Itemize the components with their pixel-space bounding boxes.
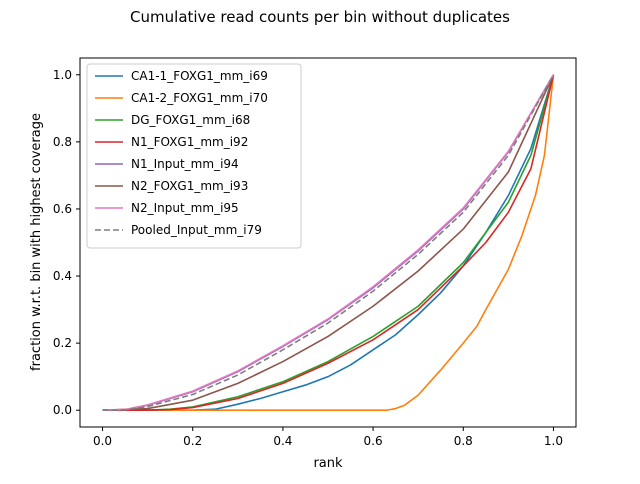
x-axis-label: rank (313, 456, 343, 471)
series-line-n2-foxg1-mm-i93 (102, 74, 555, 412)
series-line-ca1-2-foxg1-mm-i70 (102, 74, 555, 412)
y-tick-label: 0.8 (53, 135, 72, 149)
plot-area (102, 74, 555, 412)
chart-title: Cumulative read counts per bin without d… (130, 8, 510, 26)
y-tick-label: 1.0 (53, 68, 72, 82)
y-tick-label: 0.0 (53, 403, 72, 417)
legend-label: DG_FOXG1_mm_i68 (131, 113, 250, 127)
y-axis-label: fraction w.r.t. bin with highest coverag… (29, 113, 44, 371)
legend-label: CA1-1_FOXG1_mm_i69 (131, 69, 268, 83)
legend-label: N2_Input_mm_i95 (131, 201, 239, 215)
axes-frame (79, 57, 577, 428)
x-tick-label: 0.8 (454, 434, 473, 448)
x-tick-label: 1.0 (544, 434, 563, 448)
series-line-n2-input-mm-i95 (102, 74, 555, 412)
x-tick-label: 0.0 (93, 434, 112, 448)
x-tick-label: 0.2 (183, 434, 202, 448)
series-line-n1-foxg1-mm-i92 (102, 74, 555, 412)
y-tick-label: 0.6 (53, 202, 72, 216)
x-tick-label: 0.4 (273, 434, 292, 448)
legend-label: CA1-2_FOXG1_mm_i70 (131, 91, 268, 105)
x-axis: 0.0 0.2 0.4 0.6 0.8 1.0 (93, 427, 563, 448)
legend-box (86, 63, 302, 249)
y-tick-label: 0.2 (53, 336, 72, 350)
legend: CA1-1_FOXG1_mm_i69 CA1-2_FOXG1_mm_i70 DG_F… (86, 63, 302, 249)
y-tick-label: 0.4 (53, 269, 72, 283)
series-line-pooled-input-mm-i79 (102, 74, 555, 412)
legend-label: N2_FOXG1_mm_i93 (131, 179, 248, 193)
y-axis: 0.0 0.2 0.4 0.6 0.8 1.0 (53, 68, 80, 417)
x-tick-label: 0.6 (364, 434, 383, 448)
legend-label: N1_FOXG1_mm_i92 (131, 135, 248, 149)
legend-label: N1_Input_mm_i94 (131, 157, 239, 171)
legend-label: Pooled_Input_mm_i79 (131, 223, 262, 237)
